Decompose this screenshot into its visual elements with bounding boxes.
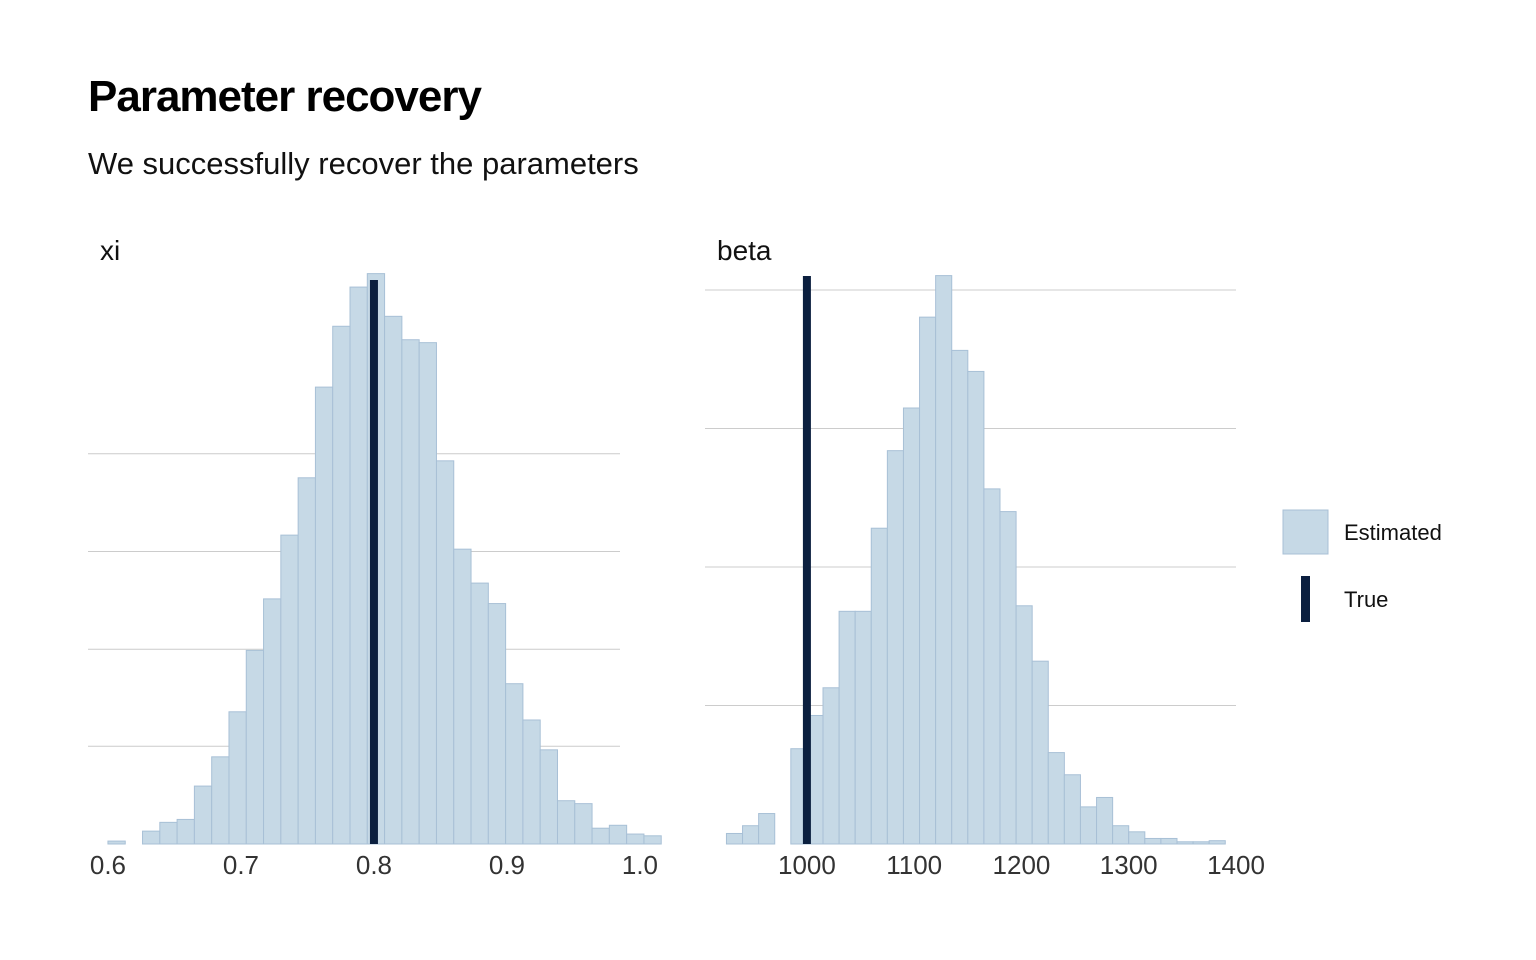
bar-beta-18 xyxy=(1015,605,1033,845)
panel-beta: 1000 1100 1200 1300 1400 beta xyxy=(705,235,1265,880)
tick-label-beta-1: 1100 xyxy=(886,850,942,880)
bar-xi-20 xyxy=(453,548,472,845)
bar-beta-24 xyxy=(1112,825,1130,845)
true-line-xi xyxy=(369,280,378,844)
facet-label-beta: beta xyxy=(717,235,772,266)
bar-xi-24 xyxy=(522,719,541,845)
bar-xi-28 xyxy=(591,827,610,845)
bar-xi-0 xyxy=(107,840,126,845)
bar-beta-10 xyxy=(886,450,904,845)
bar-beta-2 xyxy=(758,813,776,845)
bar-xi-9 xyxy=(263,598,282,845)
bar-beta-25 xyxy=(1128,831,1146,845)
tick-label-xi-3: 0.9 xyxy=(489,850,525,880)
bar-beta-22 xyxy=(1079,806,1098,845)
legend-label-true: True xyxy=(1344,587,1388,612)
bar-beta-0 xyxy=(725,832,744,845)
bar-beta-8 xyxy=(854,610,872,845)
bar-xi-19 xyxy=(435,460,455,845)
bar-xi-10 xyxy=(280,534,299,845)
bar-xi-27 xyxy=(574,803,593,845)
bar-beta-26 xyxy=(1144,837,1162,845)
bar-xi-4 xyxy=(176,818,195,845)
facet-label-xi: xi xyxy=(100,235,120,266)
bar-beta-11 xyxy=(902,407,921,845)
bar-beta-23 xyxy=(1096,796,1114,845)
bar-xi-14 xyxy=(349,286,368,845)
bar-beta-20 xyxy=(1047,752,1065,845)
legend-label-estimated: Estimated xyxy=(1344,520,1442,545)
bar-beta-14 xyxy=(951,349,969,845)
legend: Estimated True xyxy=(1282,509,1442,622)
tick-label-xi-4: 1.0 xyxy=(622,850,658,880)
bar-beta-7 xyxy=(838,610,856,845)
bar-xi-25 xyxy=(539,749,558,845)
tick-label-xi-2: 0.8 xyxy=(356,850,392,880)
true-line-beta xyxy=(802,276,811,844)
bar-xi-13 xyxy=(332,325,351,845)
bar-xi-12 xyxy=(314,386,334,845)
bar-beta-1 xyxy=(742,825,760,845)
legend-key-estimated xyxy=(1282,509,1329,555)
bar-xi-21 xyxy=(470,582,489,845)
bar-xi-31 xyxy=(643,835,662,845)
bar-xi-8 xyxy=(245,649,265,845)
bar-beta-28 xyxy=(1176,841,1194,845)
tick-label-beta-3: 1300 xyxy=(1100,850,1158,880)
bar-xi-26 xyxy=(556,800,576,845)
bar-xi-7 xyxy=(228,711,247,845)
tick-label-beta-0: 1000 xyxy=(778,850,836,880)
bar-beta-17 xyxy=(999,511,1017,845)
legend-key-true xyxy=(1301,576,1310,622)
bar-beta-15 xyxy=(967,370,985,845)
tick-label-xi-1: 0.7 xyxy=(223,850,259,880)
tick-label-beta-4: 1400 xyxy=(1207,850,1265,880)
bar-xi-5 xyxy=(193,785,213,845)
bar-beta-30 xyxy=(1208,840,1226,845)
bar-xi-30 xyxy=(626,833,645,845)
bar-xi-6 xyxy=(211,756,230,845)
bar-beta-6 xyxy=(822,687,840,845)
bar-beta-29 xyxy=(1192,841,1210,845)
panel-xi: 0.6 0.7 0.8 0.9 1.0 xi xyxy=(88,235,662,880)
bar-xi-17 xyxy=(401,339,420,845)
bar-beta-16 xyxy=(983,488,1001,845)
bar-xi-3 xyxy=(159,821,178,845)
tick-label-beta-2: 1200 xyxy=(993,850,1051,880)
bar-beta-12 xyxy=(919,316,937,845)
bar-beta-9 xyxy=(870,527,888,845)
bar-xi-16 xyxy=(384,315,403,845)
bar-xi-23 xyxy=(505,683,524,845)
bar-xi-11 xyxy=(297,477,316,845)
bar-xi-29 xyxy=(608,824,628,845)
bar-beta-21 xyxy=(1063,774,1081,845)
chart-title: Parameter recovery xyxy=(88,72,482,121)
bar-xi-2 xyxy=(142,830,161,845)
bar-beta-27 xyxy=(1160,837,1178,845)
bar-xi-22 xyxy=(487,603,507,845)
bar-xi-18 xyxy=(418,342,437,845)
bar-beta-19 xyxy=(1031,660,1049,845)
tick-label-xi-0: 0.6 xyxy=(90,850,126,880)
bar-beta-13 xyxy=(935,275,953,845)
chart-subtitle: We successfully recover the parameters xyxy=(88,146,639,181)
